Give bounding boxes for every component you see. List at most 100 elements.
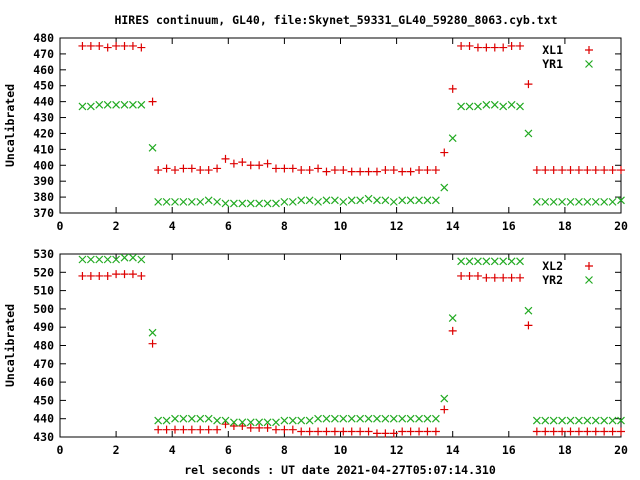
data-point-xl2 [95, 271, 104, 280]
data-point-yr2 [465, 257, 474, 266]
data-point-xl1 [246, 161, 255, 170]
data-point-xl1 [583, 166, 592, 175]
y-axis-label: Uncalibrated [3, 304, 17, 387]
data-point-yr1 [187, 197, 196, 206]
data-point-yr2 [221, 416, 230, 425]
data-point-yr1 [148, 143, 157, 152]
data-point-xl2 [431, 427, 440, 436]
data-point-xl2 [246, 423, 255, 432]
data-point-yr2 [137, 255, 146, 264]
y-axis-label: Uncalibrated [3, 84, 17, 167]
data-point-yr2 [103, 255, 112, 264]
x-axis-label: rel seconds : UT date 2021-04-27T05:07:1… [184, 463, 496, 477]
data-point-xl2 [541, 427, 550, 436]
data-point-yr1 [288, 197, 297, 206]
data-point-xl1 [238, 158, 247, 167]
data-point-yr1 [179, 197, 188, 206]
data-point-xl1 [600, 166, 609, 175]
data-point-xl1 [423, 166, 432, 175]
data-point-yr1 [373, 196, 381, 205]
y-tick-label: 420 [33, 126, 54, 140]
data-point-yr2 [187, 414, 196, 423]
x-tick-label: 20 [614, 219, 628, 233]
legend-marker-yr1 [585, 60, 593, 68]
data-point-yr1 [246, 199, 255, 208]
data-point-yr1 [608, 197, 617, 206]
data-point-xl1 [608, 166, 617, 175]
data-point-xl2 [347, 427, 356, 436]
data-point-xl2 [330, 427, 339, 436]
y-tick-label: 400 [33, 158, 54, 172]
data-point-xl1 [499, 43, 508, 52]
y-tick-label: 450 [33, 393, 54, 407]
data-point-xl1 [280, 164, 289, 173]
y-tick-label: 490 [33, 320, 54, 334]
x-tick-label: 4 [169, 219, 176, 233]
y-tick-label: 390 [33, 174, 54, 188]
data-point-yr1 [78, 102, 87, 111]
data-point-yr1 [86, 102, 95, 111]
data-point-xl2 [574, 427, 583, 436]
data-point-xl2 [314, 427, 323, 436]
data-point-yr2 [566, 416, 575, 425]
data-point-xl2 [280, 425, 289, 434]
data-point-xl1 [566, 166, 575, 175]
data-point-yr1 [617, 196, 625, 205]
y-tick-label: 430 [33, 111, 54, 125]
data-point-xl1 [431, 166, 440, 175]
x-tick-label: 0 [57, 219, 64, 233]
data-point-yr1 [314, 197, 322, 206]
data-point-yr2 [364, 414, 373, 423]
data-point-yr1 [103, 100, 112, 109]
data-point-yr2 [507, 257, 516, 266]
x-tick-label: 10 [334, 219, 348, 233]
data-point-xl2 [112, 270, 121, 279]
data-point-xl2 [86, 271, 95, 280]
data-point-xl2 [532, 427, 541, 436]
data-point-yr1 [507, 100, 516, 109]
data-point-xl1 [347, 167, 356, 176]
data-point-xl1 [288, 164, 297, 173]
data-point-yr1 [440, 183, 449, 192]
data-point-xl1 [271, 164, 280, 173]
data-point-yr1 [272, 199, 280, 208]
data-point-yr2 [120, 253, 129, 262]
data-point-xl1 [574, 166, 583, 175]
legend-marker-xl1 [585, 46, 593, 54]
data-point-xl2 [440, 405, 449, 414]
data-point-xl2 [221, 420, 230, 429]
data-point-xl1 [415, 166, 424, 175]
data-point-yr1 [566, 197, 575, 206]
data-point-yr1 [162, 197, 171, 206]
x-tick-label: 16 [502, 219, 516, 233]
data-point-yr2 [280, 416, 289, 425]
data-point-xl2 [473, 271, 482, 280]
data-point-yr2 [440, 394, 449, 403]
data-point-yr1 [558, 197, 567, 206]
plot-frame [59, 37, 622, 214]
data-point-xl2 [389, 429, 398, 438]
data-point-xl2 [162, 425, 171, 434]
data-point-yr2 [314, 414, 322, 423]
data-point-xl1 [549, 166, 558, 175]
data-point-xl1 [213, 164, 222, 173]
data-point-yr1 [499, 102, 508, 111]
data-point-xl1 [558, 166, 567, 175]
data-point-xl2 [583, 427, 592, 436]
data-point-yr2 [229, 418, 238, 427]
data-point-yr2 [305, 416, 314, 425]
data-point-yr2 [600, 416, 609, 425]
data-point-xl2 [179, 425, 188, 434]
data-point-xl2 [339, 427, 348, 436]
data-point-yr1 [541, 197, 550, 206]
legend-label-yr1: YR1 [542, 57, 563, 71]
data-point-yr2 [95, 255, 104, 264]
data-point-yr1 [221, 199, 230, 208]
data-point-xl2 [457, 271, 466, 280]
data-point-yr2 [204, 414, 213, 423]
data-point-xl1 [162, 164, 171, 173]
data-point-xl1 [78, 41, 87, 50]
y-tick-label: 480 [33, 31, 54, 45]
